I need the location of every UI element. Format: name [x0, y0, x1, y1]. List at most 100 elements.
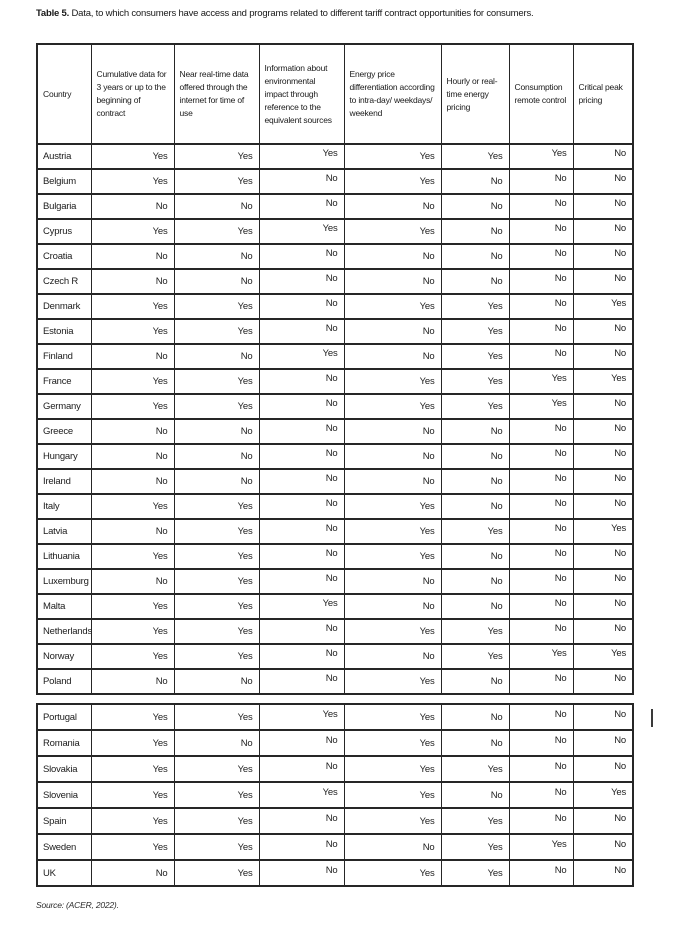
country-cell: Austria: [36, 143, 92, 170]
value-cell: No: [440, 593, 510, 620]
value-cell: Yes: [258, 703, 345, 731]
value-cell: No: [258, 807, 345, 835]
value-cell: Yes: [173, 368, 260, 395]
value-cell: No: [572, 393, 634, 420]
value-cell: No: [572, 493, 634, 520]
value-cell: No: [508, 755, 574, 783]
value-cell: No: [508, 703, 574, 731]
value-cell: No: [572, 618, 634, 645]
value-cell: No: [440, 443, 510, 470]
value-cell: Yes: [90, 493, 175, 520]
table-row: Sweden Yes Yes No No Yes Yes No: [36, 833, 634, 861]
document-page: Table 5. Data, to which consumers have a…: [36, 8, 636, 910]
value-cell: No: [258, 518, 345, 545]
table-row: Luxemburg No Yes No No No No No: [36, 568, 634, 595]
tariff-data-table-part2: Portugal Yes Yes Yes Yes No No No Romania Yes No No…: [36, 703, 634, 887]
value-cell: Yes: [343, 618, 442, 645]
value-cell: No: [343, 268, 442, 295]
value-cell: Yes: [90, 143, 175, 170]
value-cell: No: [258, 393, 345, 420]
value-cell: Yes: [258, 343, 345, 370]
value-cell: No: [440, 729, 510, 757]
value-cell: Yes: [572, 368, 634, 395]
value-cell: Yes: [258, 218, 345, 245]
value-cell: Yes: [440, 343, 510, 370]
value-cell: No: [258, 543, 345, 570]
country-cell: Italy: [36, 493, 92, 520]
value-cell: No: [90, 193, 175, 220]
value-cell: No: [258, 168, 345, 195]
value-cell: No: [572, 833, 634, 861]
value-cell: No: [258, 618, 345, 645]
value-cell: No: [572, 468, 634, 495]
value-cell: Yes: [343, 703, 442, 731]
value-cell: No: [258, 418, 345, 445]
table-row: Finland No No Yes No Yes No No: [36, 343, 634, 370]
column-header-critical-peak: Critical peak pricing: [572, 43, 634, 145]
value-cell: No: [90, 468, 175, 495]
country-cell: Croatia: [36, 243, 92, 270]
value-cell: No: [572, 755, 634, 783]
value-cell: Yes: [508, 393, 574, 420]
column-header-near-real-time: Near real-time data offered through the …: [173, 43, 260, 145]
value-cell: Yes: [90, 781, 175, 809]
table-row: Malta Yes Yes Yes No No No No: [36, 593, 634, 620]
table-row: Latvia No Yes No Yes Yes No Yes: [36, 518, 634, 545]
table-row: Slovakia Yes Yes No Yes Yes No No: [36, 755, 634, 783]
value-cell: No: [572, 243, 634, 270]
country-cell: Bulgaria: [36, 193, 92, 220]
country-cell: Finland: [36, 343, 92, 370]
value-cell: No: [440, 218, 510, 245]
value-cell: Yes: [173, 143, 260, 170]
value-cell: No: [440, 243, 510, 270]
value-cell: Yes: [173, 755, 260, 783]
table-row: Spain Yes Yes No Yes Yes No No: [36, 807, 634, 835]
value-cell: Yes: [90, 703, 175, 731]
table-row: Netherlands Yes Yes No Yes Yes No No: [36, 618, 634, 645]
value-cell: Yes: [343, 393, 442, 420]
value-cell: Yes: [90, 729, 175, 757]
table-caption-number: Table 5.: [36, 8, 70, 19]
value-cell: Yes: [173, 168, 260, 195]
value-cell: No: [508, 593, 574, 620]
value-cell: Yes: [440, 618, 510, 645]
value-cell: No: [258, 293, 345, 320]
value-cell: Yes: [173, 833, 260, 861]
value-cell: No: [258, 493, 345, 520]
value-cell: No: [173, 268, 260, 295]
country-cell: Ireland: [36, 468, 92, 495]
value-cell: Yes: [343, 168, 442, 195]
column-header-hourly-pricing: Hourly or real-time energy pricing: [440, 43, 510, 145]
value-cell: No: [508, 493, 574, 520]
value-cell: No: [258, 643, 345, 670]
value-cell: Yes: [572, 518, 634, 545]
value-cell: No: [440, 668, 510, 695]
value-cell: No: [572, 729, 634, 757]
value-cell: No: [572, 343, 634, 370]
value-cell: No: [258, 833, 345, 861]
value-cell: No: [343, 643, 442, 670]
value-cell: No: [343, 593, 442, 620]
value-cell: No: [173, 243, 260, 270]
value-cell: No: [90, 343, 175, 370]
value-cell: No: [90, 859, 175, 887]
value-cell: No: [258, 468, 345, 495]
value-cell: No: [343, 343, 442, 370]
value-cell: Yes: [90, 593, 175, 620]
table-row: Germany Yes Yes No Yes Yes Yes No: [36, 393, 634, 420]
value-cell: Yes: [572, 781, 634, 809]
country-cell: Estonia: [36, 318, 92, 345]
country-cell: Hungary: [36, 443, 92, 470]
value-cell: No: [572, 859, 634, 887]
country-cell: Cyprus: [36, 218, 92, 245]
country-cell: Slovenia: [36, 781, 92, 809]
table-row: Belgium Yes Yes No Yes No No No: [36, 168, 634, 195]
value-cell: No: [572, 218, 634, 245]
value-cell: No: [90, 568, 175, 595]
value-cell: No: [508, 468, 574, 495]
value-cell: No: [440, 468, 510, 495]
value-cell: No: [572, 318, 634, 345]
country-cell: Slovakia: [36, 755, 92, 783]
table-row: Denmark Yes Yes No Yes Yes No Yes: [36, 293, 634, 320]
value-cell: Yes: [90, 833, 175, 861]
